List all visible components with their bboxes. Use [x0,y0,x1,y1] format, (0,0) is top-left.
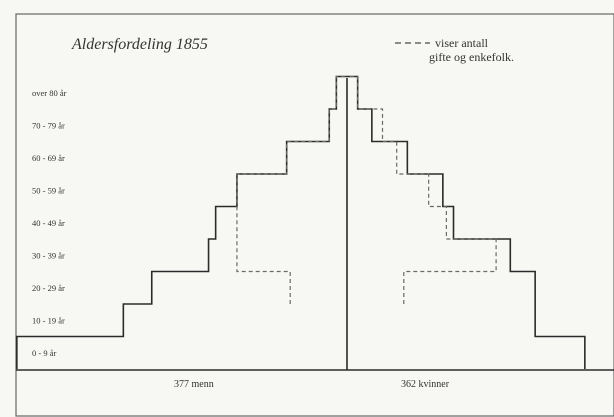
legend-line-1: viser antall [435,36,489,50]
age-label-7: 70 - 79 år [32,120,65,130]
chart-frame [15,13,614,417]
age-label-2: 20 - 29 år [32,283,65,293]
age-label-5: 50 - 59 år [32,185,65,195]
legend-line-2: gifte og enkefolk. [429,50,514,64]
men-married-group [236,75,347,304]
age-label-4: 40 - 49 år [32,218,65,228]
men-outline-group [16,75,347,369]
women-total-label: 362 kvinner [401,379,450,390]
women-married-group [347,75,497,304]
men-total-label: 377 menn [174,379,214,390]
chart-title: Aldersfordeling 1855 [71,36,208,53]
age-label-1: 10 - 19 år [32,315,65,325]
age-labels: 0 - 9 år 10 - 19 år 20 - 29 år 30 - 39 år 40… [32,88,67,358]
age-label-8: over 80 år [32,88,67,98]
men-solid-outline [16,75,347,369]
age-label-0: 0 - 9 år [32,348,56,358]
age-label-3: 30 - 39 år [32,250,65,260]
men-married-dashed-outline [236,75,347,304]
women-married-dashed-outline [347,75,497,304]
age-label-6: 60 - 69 år [32,153,65,163]
